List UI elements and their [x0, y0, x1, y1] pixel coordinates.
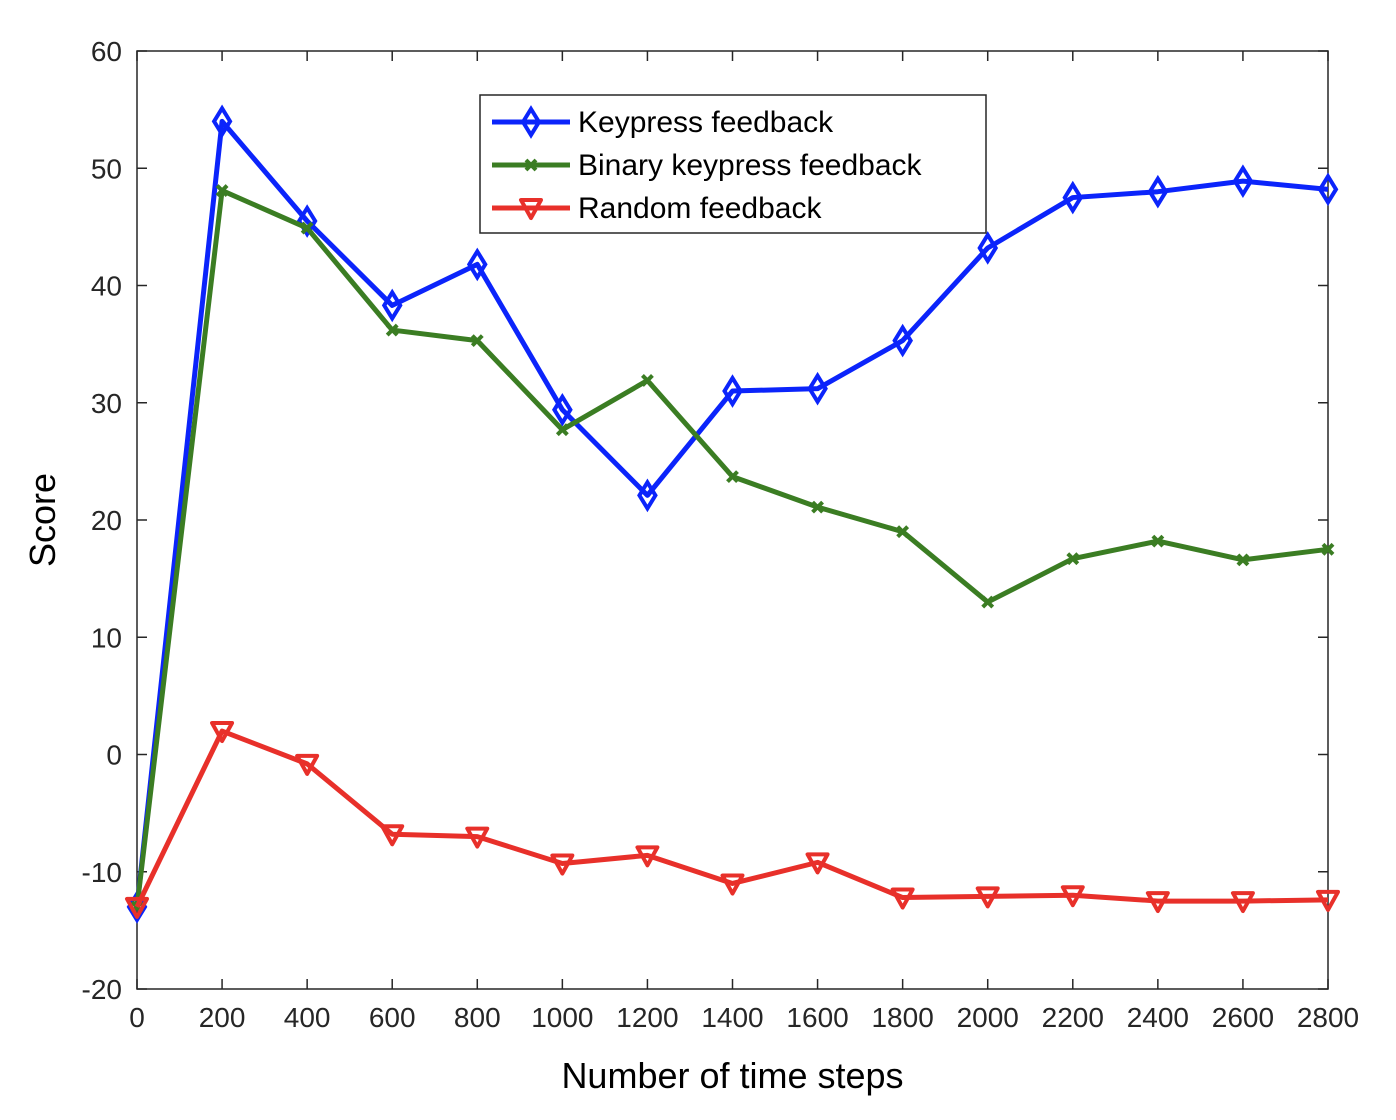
data-point: [300, 221, 314, 235]
data-point: [720, 873, 745, 896]
x-tick-label: 2400: [1127, 1002, 1189, 1033]
legend-label: Keypress feedback: [578, 106, 834, 139]
legend-item: Binary keypress feedback: [492, 149, 923, 182]
data-point: [550, 853, 575, 876]
x-axis-title: Number of time steps: [561, 1055, 903, 1096]
y-tick-label: 60: [91, 36, 122, 67]
x-tick-label: 1200: [616, 1002, 678, 1033]
data-point: [1062, 180, 1084, 215]
data-point: [726, 470, 739, 484]
data-point: [1232, 164, 1254, 198]
data-point: [896, 525, 910, 539]
data-point: [211, 104, 233, 139]
series-1: [130, 184, 1335, 914]
y-tick-label: 40: [91, 271, 122, 302]
data-point: [296, 204, 318, 238]
data-point: [1151, 534, 1165, 548]
series-line: [134, 118, 1329, 908]
data-point: [215, 184, 229, 197]
data-point: [465, 826, 490, 849]
series-line: [134, 728, 1329, 909]
data-point: [466, 247, 488, 282]
data-point: [381, 288, 403, 323]
legend-label: Random feedback: [578, 192, 822, 225]
data-point: [1147, 174, 1169, 209]
legend-item: Keypress feedback: [492, 105, 834, 139]
data-point: [637, 478, 658, 513]
legend-item: Random feedback: [492, 192, 822, 225]
y-tick-label: 0: [106, 740, 122, 771]
data-point: [807, 371, 828, 406]
y-tick-label: 50: [91, 153, 122, 184]
y-axis-title: Score: [22, 473, 63, 567]
y-tick-label: -20: [82, 974, 122, 1005]
x-tick-label: 2200: [1042, 1002, 1104, 1033]
x-tick-label: 800: [454, 1002, 501, 1033]
data-point: [555, 423, 569, 437]
data-point: [981, 595, 995, 609]
x-tick-label: 2000: [957, 1002, 1019, 1033]
y-tick-label: -10: [82, 857, 122, 888]
data-point: [977, 231, 999, 265]
y-tick-label: 20: [91, 505, 122, 536]
data-point: [975, 886, 1000, 909]
y-tick-label: 30: [91, 388, 122, 419]
series-layer: [125, 104, 1340, 924]
data-point: [1321, 542, 1335, 556]
data-point: [210, 721, 235, 744]
data-point: [641, 374, 654, 387]
data-point: [890, 887, 915, 910]
legend: Keypress feedback Binary keypress feedbac…: [479, 94, 987, 234]
data-point: [722, 374, 743, 408]
data-point: [552, 392, 573, 427]
data-point: [1316, 889, 1340, 912]
data-point: [805, 852, 830, 875]
data-point: [811, 500, 824, 514]
data-point: [125, 896, 149, 919]
legend-label: Binary keypress feedback: [578, 149, 923, 182]
legend-marker: [519, 198, 543, 220]
x-tick-label: 200: [199, 1002, 246, 1033]
x-tick-label: 2800: [1297, 1002, 1359, 1033]
data-point: [635, 845, 660, 868]
data-point: [1066, 552, 1080, 566]
data-point: [1236, 553, 1250, 567]
x-tick-label: 1600: [786, 1002, 848, 1033]
data-point: [380, 824, 405, 847]
data-point: [1230, 891, 1255, 914]
series-2: [125, 721, 1340, 919]
data-point: [1145, 891, 1170, 914]
x-tick-label: 1800: [871, 1002, 933, 1033]
legend-marker: [524, 158, 538, 172]
data-point: [1060, 885, 1085, 908]
axes: 0 200 400 600 800 1000 1200 1400 1600 1800 2000 220…: [82, 36, 1360, 1033]
y-tick-label: 10: [91, 622, 122, 653]
x-tick-label: 600: [369, 1002, 416, 1033]
data-point: [892, 323, 913, 358]
data-point: [295, 753, 320, 776]
x-tick-label: 1000: [531, 1002, 593, 1033]
data-point: [385, 323, 399, 337]
x-tick-label: 1400: [701, 1002, 763, 1033]
data-point: [1317, 172, 1339, 207]
x-tick-label: 400: [284, 1002, 331, 1033]
data-point: [470, 334, 484, 348]
legend-marker: [520, 105, 542, 139]
x-tick-label: 0: [129, 1002, 145, 1033]
x-tick-label: 2600: [1212, 1002, 1274, 1033]
